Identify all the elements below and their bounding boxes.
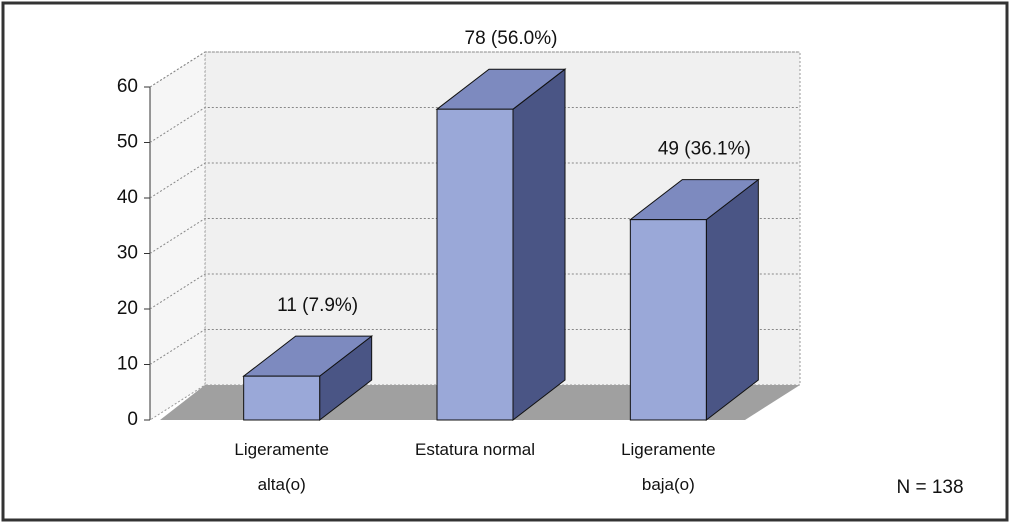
grid-line — [149, 51, 800, 88]
y-tick-label: 40 — [117, 187, 138, 208]
y-tick-label: 50 — [117, 132, 138, 153]
y-tick-label: 20 — [117, 298, 138, 319]
bar-side — [512, 68, 566, 422]
x-tick-label: Ligeramente alta(o) — [234, 440, 329, 494]
data-label: 78 (56.0%) — [465, 28, 558, 49]
grid-line — [149, 107, 800, 143]
x-tick-label: Estatura normal — [415, 440, 535, 459]
y-tick-label: 30 — [117, 243, 138, 264]
x-tick-label: Ligeramente baja(o) — [621, 440, 716, 494]
data-label: 11 (7.9%) — [277, 295, 358, 316]
grid-line — [149, 273, 800, 310]
y-tick-label: 10 — [117, 354, 138, 375]
bar — [243, 375, 321, 421]
data-label: 49 (36.1%) — [658, 139, 751, 160]
y-tick-label: 0 — [127, 409, 138, 430]
bar — [629, 219, 707, 421]
y-tick-label: 60 — [117, 76, 138, 97]
annotation: N = 138 — [896, 477, 963, 498]
grid-line — [149, 162, 800, 199]
bar-side — [705, 178, 759, 422]
grid-line — [149, 329, 800, 365]
grid-line — [149, 218, 800, 254]
bar — [436, 108, 514, 421]
